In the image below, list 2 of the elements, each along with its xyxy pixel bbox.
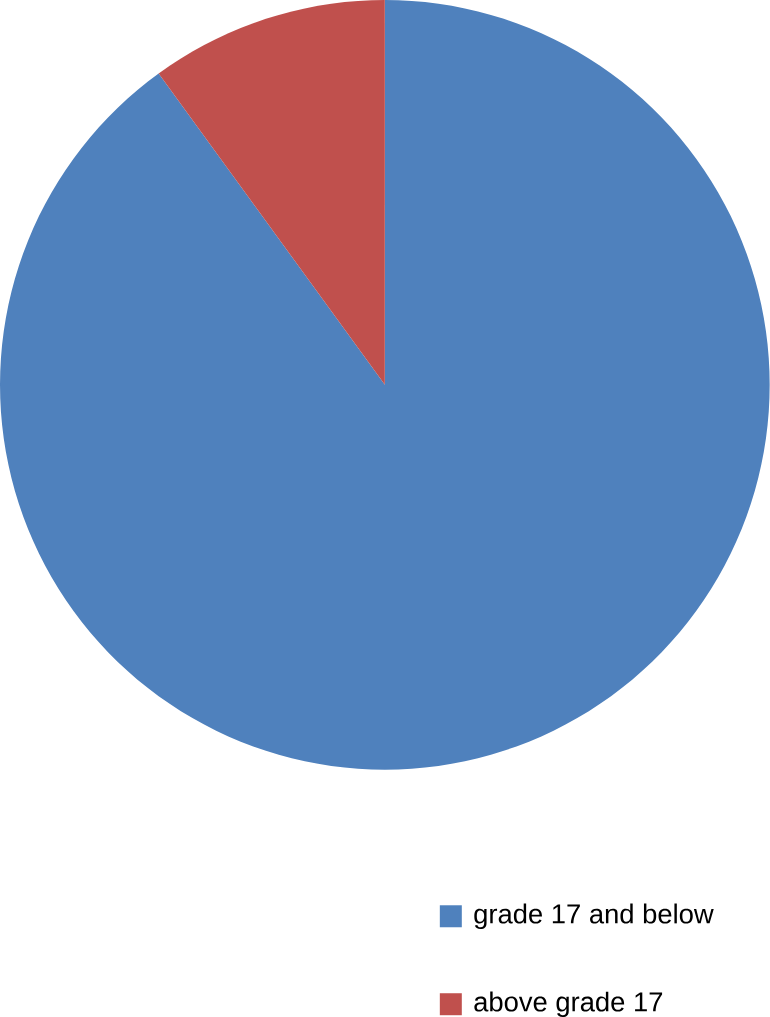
legend-label: above grade 17 [474,991,663,1017]
legend-label: grade 17 and below [474,903,714,930]
